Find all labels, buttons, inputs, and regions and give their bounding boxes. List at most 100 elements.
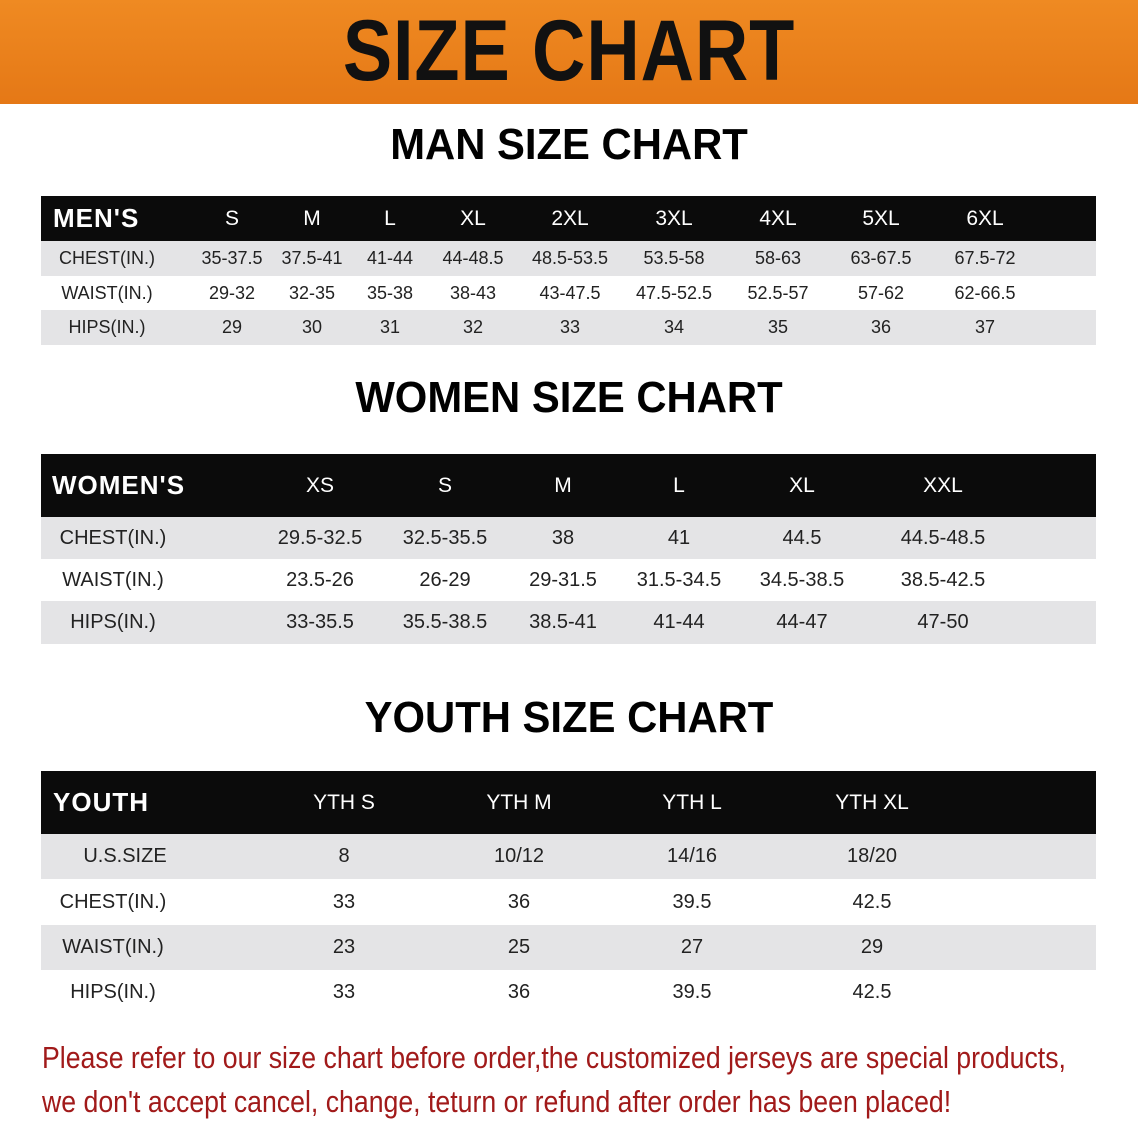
table-cell: 14/16 (666, 845, 718, 867)
table-cell: 32-35 (288, 282, 336, 303)
table-header-label: WOMEN'S (52, 470, 186, 500)
note-line-2: we don't accept cancel, change, teturn o… (42, 1084, 952, 1119)
size-column-header: M (303, 206, 321, 230)
table-cell: 38.5-41 (529, 611, 597, 633)
table-cell: 44-47 (776, 611, 828, 633)
table-cell: 25 (507, 936, 531, 958)
table-cell: 44.5-48.5 (900, 526, 986, 549)
table-cell: 29 (860, 936, 884, 958)
table-cell: 33 (332, 981, 356, 1003)
table-cell: 10/12 (493, 845, 545, 867)
table-cell: 29.5-32.5 (277, 526, 363, 549)
size-column-header: 5XL (862, 206, 900, 230)
size-column-header: XXL (923, 473, 963, 497)
table-row: HIPS(IN.) 29 30 31 32 33 34 35 36 37 (41, 310, 1096, 345)
table-cell: 58-63 (754, 248, 802, 268)
row-label: HIPS(IN.) (70, 981, 156, 1003)
table-cell: 44-48.5 (442, 248, 504, 268)
table-cell: 34 (663, 317, 685, 337)
size-table: YOUTH YTH S YTH M YTH L YTH XL U.S.SIZE 8 10/12… (41, 771, 1096, 1015)
table-cell: 52.5-57 (747, 282, 809, 303)
size-column-header: 3XL (655, 206, 693, 230)
table-header: YOUTH YTH S YTH M YTH L YTH XL (41, 771, 1096, 834)
table-cell: 23.5-26 (286, 568, 354, 591)
table-header: WOMEN'S XS S M L XL XXL (41, 454, 1096, 517)
size-column-header: 2XL (551, 206, 589, 230)
table-cell: 43-47.5 (539, 282, 601, 303)
table-cell: 41-44 (366, 248, 414, 268)
size-column-header: L (384, 206, 396, 230)
table-cell: 63-67.5 (850, 248, 912, 268)
table-cell: 48.5-53.5 (531, 248, 609, 268)
table-cell: 8 (338, 845, 350, 867)
section-title: MAN SIZE CHART (390, 120, 748, 169)
size-table: MEN'S S M L XL 2XL 3XL 4XL 5XL 6XL CHEST(IN.) 35-37… (41, 196, 1096, 345)
table-cell: 38 (551, 526, 575, 549)
table-cell: 34.5-38.5 (759, 568, 845, 591)
row-label: HIPS(IN.) (68, 317, 146, 337)
row-label: WAIST(IN.) (62, 568, 164, 591)
table-row: U.S.SIZE 8 10/12 14/16 18/20 (41, 834, 1096, 879)
table-cell: 39.5 (672, 890, 712, 913)
table-row: WAIST(IN.) 23.5-26 26-29 29-31.5 31.5-34.5 34… (41, 559, 1096, 601)
table-row: WAIST(IN.) 29-32 32-35 35-38 38-43 43-47.5 47.… (41, 276, 1096, 310)
table-cell: 36 (507, 981, 531, 1003)
table-cell: 35-37.5 (201, 248, 263, 268)
table-cell: 42.5 (852, 890, 892, 913)
table-cell: 31.5-34.5 (636, 568, 722, 591)
size-column-header: XS (305, 473, 335, 497)
size-column-header: XL (789, 473, 815, 497)
table-cell: 18/20 (846, 845, 898, 867)
size-column-header: 6XL (966, 206, 1004, 230)
table-cell: 41 (667, 526, 691, 549)
row-label: U.S.SIZE (83, 845, 167, 867)
table-cell: 53.5-58 (643, 248, 705, 268)
table-cell: 57-62 (857, 282, 905, 303)
table-cell: 33-35.5 (286, 611, 354, 633)
table-cell: 26-29 (419, 568, 471, 591)
table-row: CHEST(IN.) 29.5-32.5 32.5-35.5 38 41 44.5 44.5… (41, 517, 1096, 559)
table-cell: 29 (221, 317, 243, 337)
table-cell: 32.5-35.5 (402, 526, 488, 549)
table-cell: 27 (680, 936, 704, 958)
size-column-header: S (437, 473, 453, 497)
table-cell: 33 (332, 890, 356, 913)
size-column-header: L (673, 473, 685, 497)
table-cell: 39.5 (672, 981, 712, 1003)
table-cell: 32 (462, 317, 484, 337)
table-header-label: MEN'S (53, 203, 140, 233)
size-column-header: YTH S (313, 790, 375, 814)
size-table: WOMEN'S XS S M L XL XXL CHEST(IN.) 29.5-32.5 32.5… (41, 454, 1096, 644)
table-cell: 47.5-52.5 (635, 282, 713, 303)
section-title: YOUTH SIZE CHART (364, 693, 774, 742)
row-label: CHEST(IN.) (59, 526, 167, 549)
table-row: CHEST(IN.) 33 36 39.5 42.5 (41, 879, 1096, 925)
size-column-header: S (224, 206, 240, 230)
size-column-header: YTH M (486, 790, 552, 814)
table-cell: 42.5 (852, 981, 892, 1003)
row-label: HIPS(IN.) (70, 611, 156, 633)
banner: SIZE CHART (0, 0, 1138, 104)
table-cell: 35-38 (366, 282, 414, 303)
table-cell: 47-50 (917, 611, 969, 633)
table-cell: 35.5-38.5 (402, 611, 488, 633)
table-cell: 35 (767, 317, 789, 337)
table-cell: 33 (559, 317, 581, 337)
table-cell: 31 (379, 317, 401, 337)
size-column-header: YTH XL (835, 790, 909, 814)
banner-title: SIZE CHART (342, 3, 796, 99)
table-cell: 37.5-41 (281, 248, 343, 268)
section-title: WOMEN SIZE CHART (355, 373, 783, 422)
table-cell: 62-66.5 (954, 282, 1016, 303)
row-label: CHEST(IN.) (59, 890, 167, 913)
table-cell: 67.5-72 (954, 248, 1016, 268)
table-cell: 36 (507, 890, 531, 913)
table-cell: 44.5 (782, 526, 822, 549)
row-label: WAIST(IN.) (62, 936, 164, 958)
table-cell: 23 (332, 936, 356, 958)
size-column-header: 4XL (759, 206, 797, 230)
table-row: HIPS(IN.) 33-35.5 35.5-38.5 38.5-41 41-44 44-… (41, 601, 1096, 644)
table-cell: 29-31.5 (529, 568, 597, 591)
table-header-label: YOUTH (53, 787, 149, 817)
table-row: WAIST(IN.) 23 25 27 29 (41, 925, 1096, 970)
